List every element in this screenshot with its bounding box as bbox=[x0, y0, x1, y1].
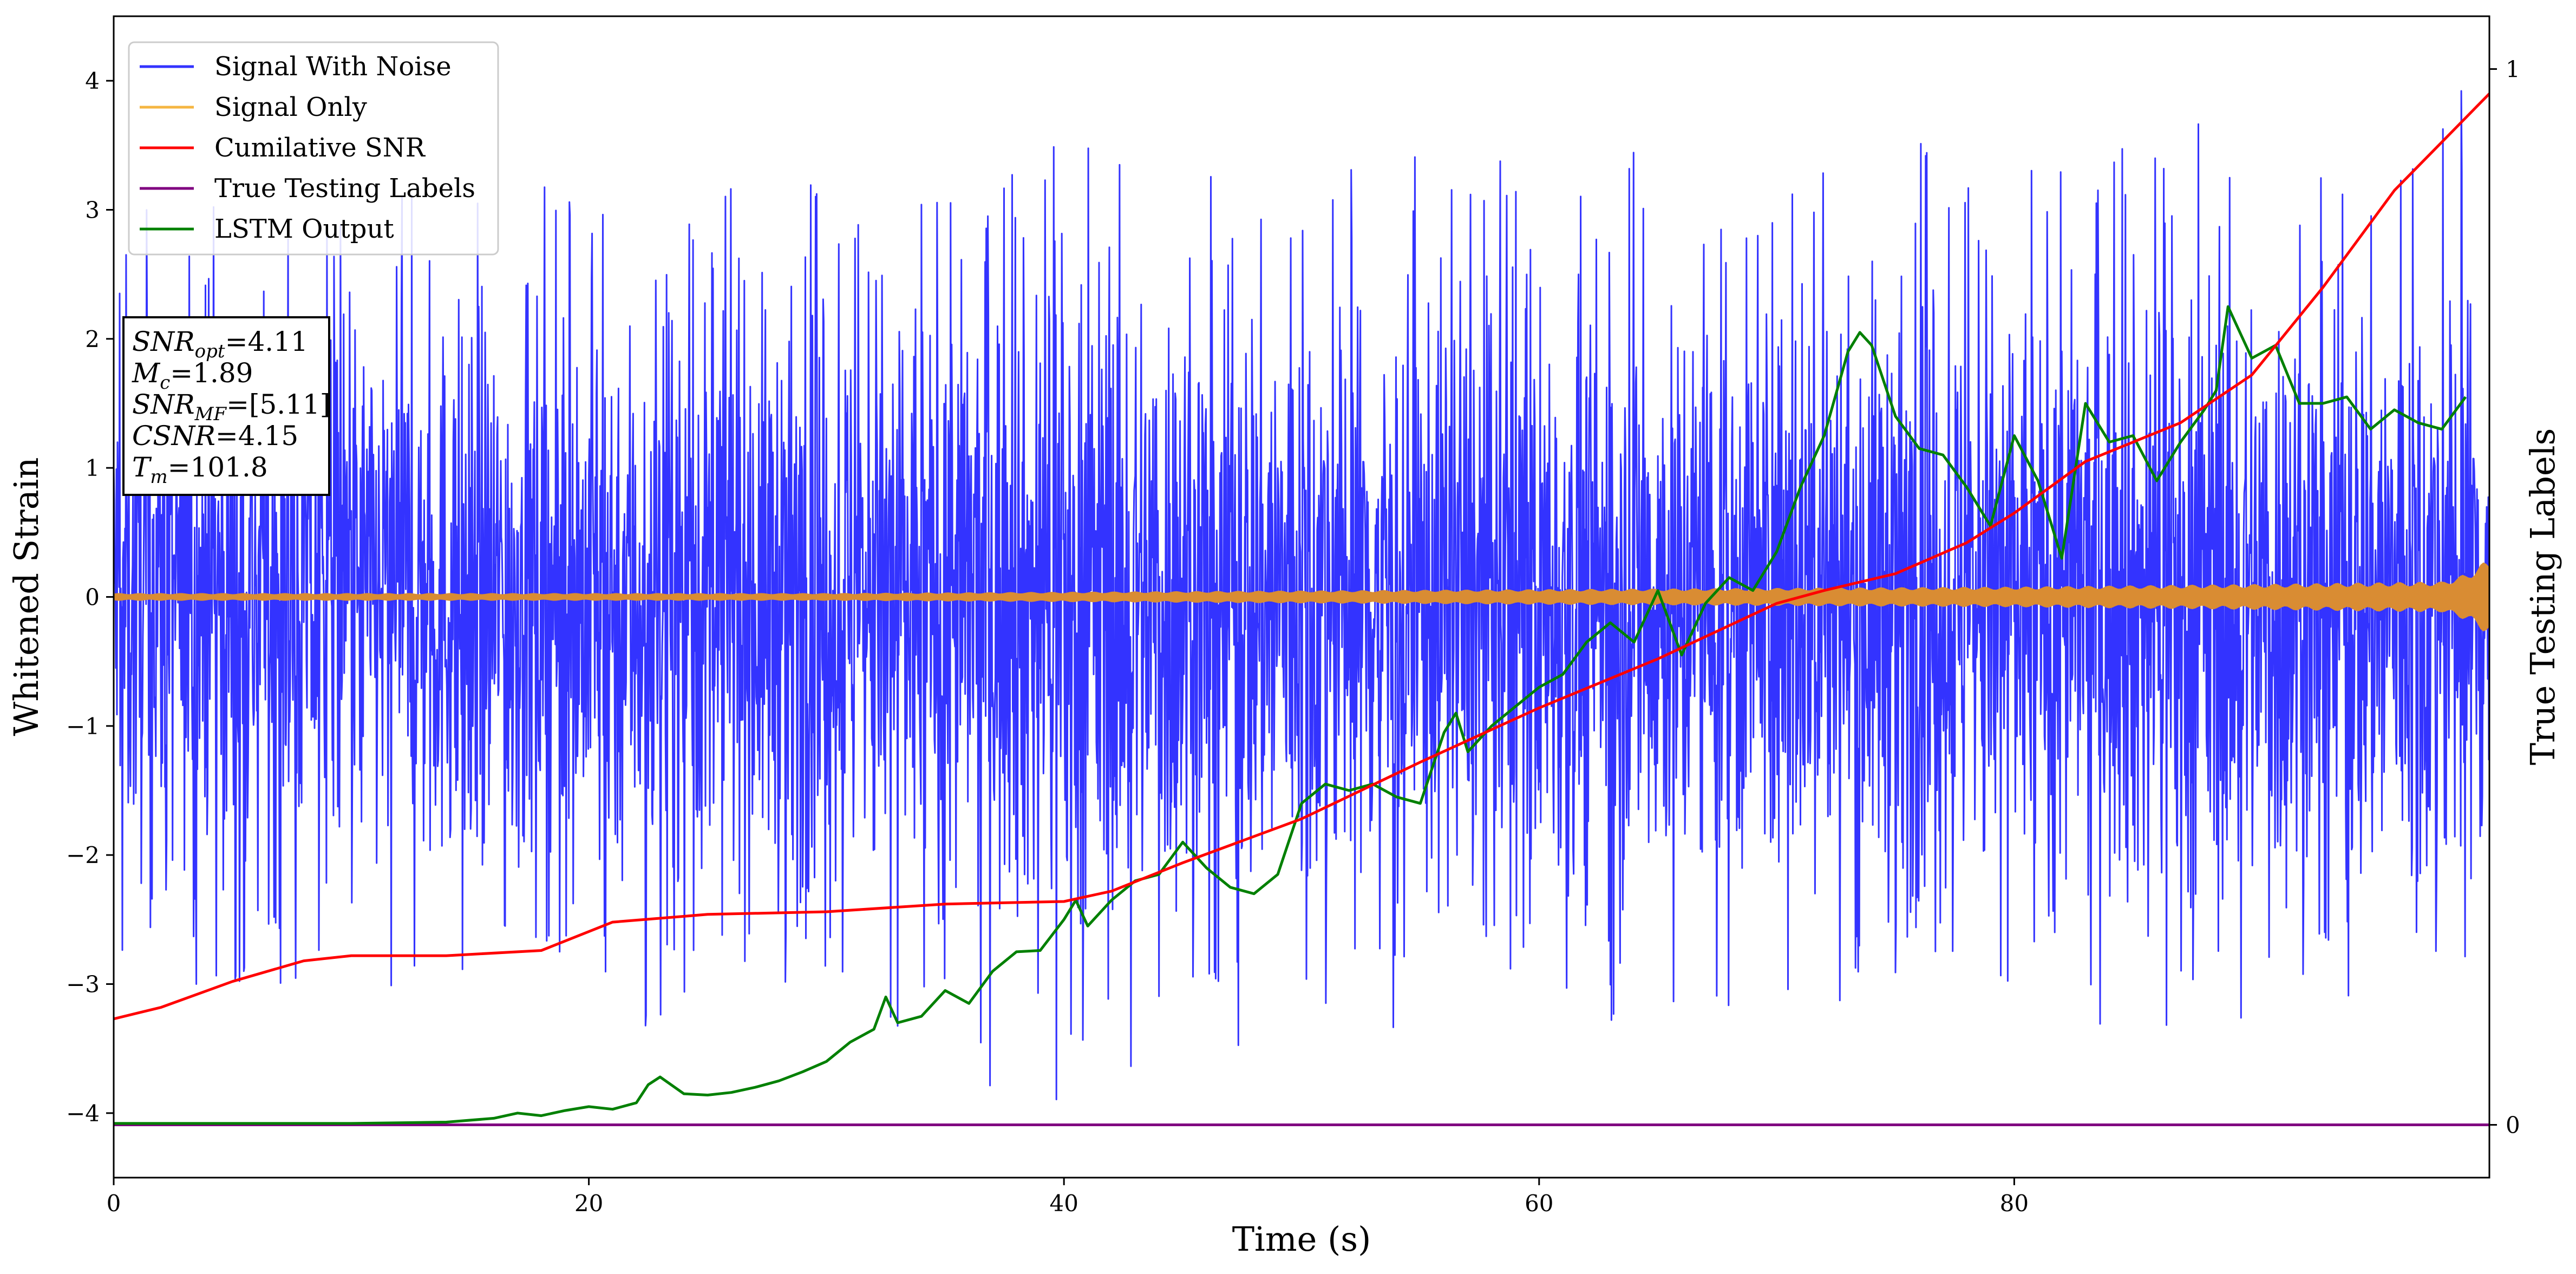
legend-box bbox=[128, 41, 499, 256]
y2-tick-label: 0 bbox=[2506, 1112, 2520, 1139]
x-tick-label: 40 bbox=[1049, 1190, 1078, 1217]
series-signal-with-noise bbox=[114, 90, 2489, 1101]
x-tick-label: 80 bbox=[2000, 1190, 2029, 1217]
y-axis-title: Whitened Strain bbox=[6, 458, 46, 736]
info-box: SNRopt=4.11 Mc=1.89 SNRMF=[5.11] CSNR=4.… bbox=[122, 316, 330, 496]
y-tick-label: −2 bbox=[66, 842, 100, 868]
info-snr-opt: SNRopt=4.11 bbox=[132, 326, 308, 362]
x-axis: 0 20 40 60 80 bbox=[107, 1178, 2029, 1217]
info-csnr: CSNR=4.15 bbox=[132, 420, 298, 452]
x-tick-label: 0 bbox=[107, 1190, 121, 1217]
legend: Signal With Noise Signal Only Cumilative S… bbox=[128, 41, 499, 256]
info-box-frame bbox=[122, 316, 330, 496]
info-snr-mf: SNRMF=[5.11] bbox=[132, 389, 330, 425]
y-tick-label: 0 bbox=[85, 584, 100, 611]
series-cumilative-snr bbox=[114, 93, 2489, 1021]
legend-label: True Testing Labels bbox=[214, 173, 475, 204]
y-axis-right: 01 bbox=[2489, 56, 2520, 1139]
y-axis-left: −4 −3 −2 −1 0 1 2 3 4 bbox=[66, 68, 114, 1127]
legend-label: Signal With Noise bbox=[214, 51, 452, 82]
y-tick-label: −4 bbox=[66, 1100, 100, 1127]
y2-axis-title: True Testing Labels bbox=[2523, 428, 2562, 766]
legend-label: Signal Only bbox=[214, 92, 367, 122]
y-tick-label: 2 bbox=[85, 326, 100, 352]
x-axis-title: Time (s) bbox=[1232, 1219, 1371, 1259]
x-tick-label: 20 bbox=[574, 1190, 603, 1217]
info-tm: Tm=101.8 bbox=[132, 452, 268, 488]
series-lstm-output bbox=[114, 305, 2467, 1125]
info-mc: Mc=1.89 bbox=[132, 357, 253, 394]
y-tick-label: 4 bbox=[85, 68, 100, 94]
legend-label: LSTM Output bbox=[214, 214, 394, 244]
plot-area bbox=[114, 90, 2489, 1126]
y-tick-label: −1 bbox=[66, 713, 100, 740]
y2-tick-label: 1 bbox=[2506, 56, 2520, 83]
y-tick-label: 3 bbox=[85, 197, 100, 224]
legend-label: Cumilative SNR bbox=[214, 133, 426, 163]
series-signal-only bbox=[114, 562, 2489, 632]
y-tick-label: −3 bbox=[66, 971, 100, 998]
y-tick-label: 1 bbox=[85, 455, 100, 481]
x-tick-label: 60 bbox=[1525, 1190, 1553, 1217]
